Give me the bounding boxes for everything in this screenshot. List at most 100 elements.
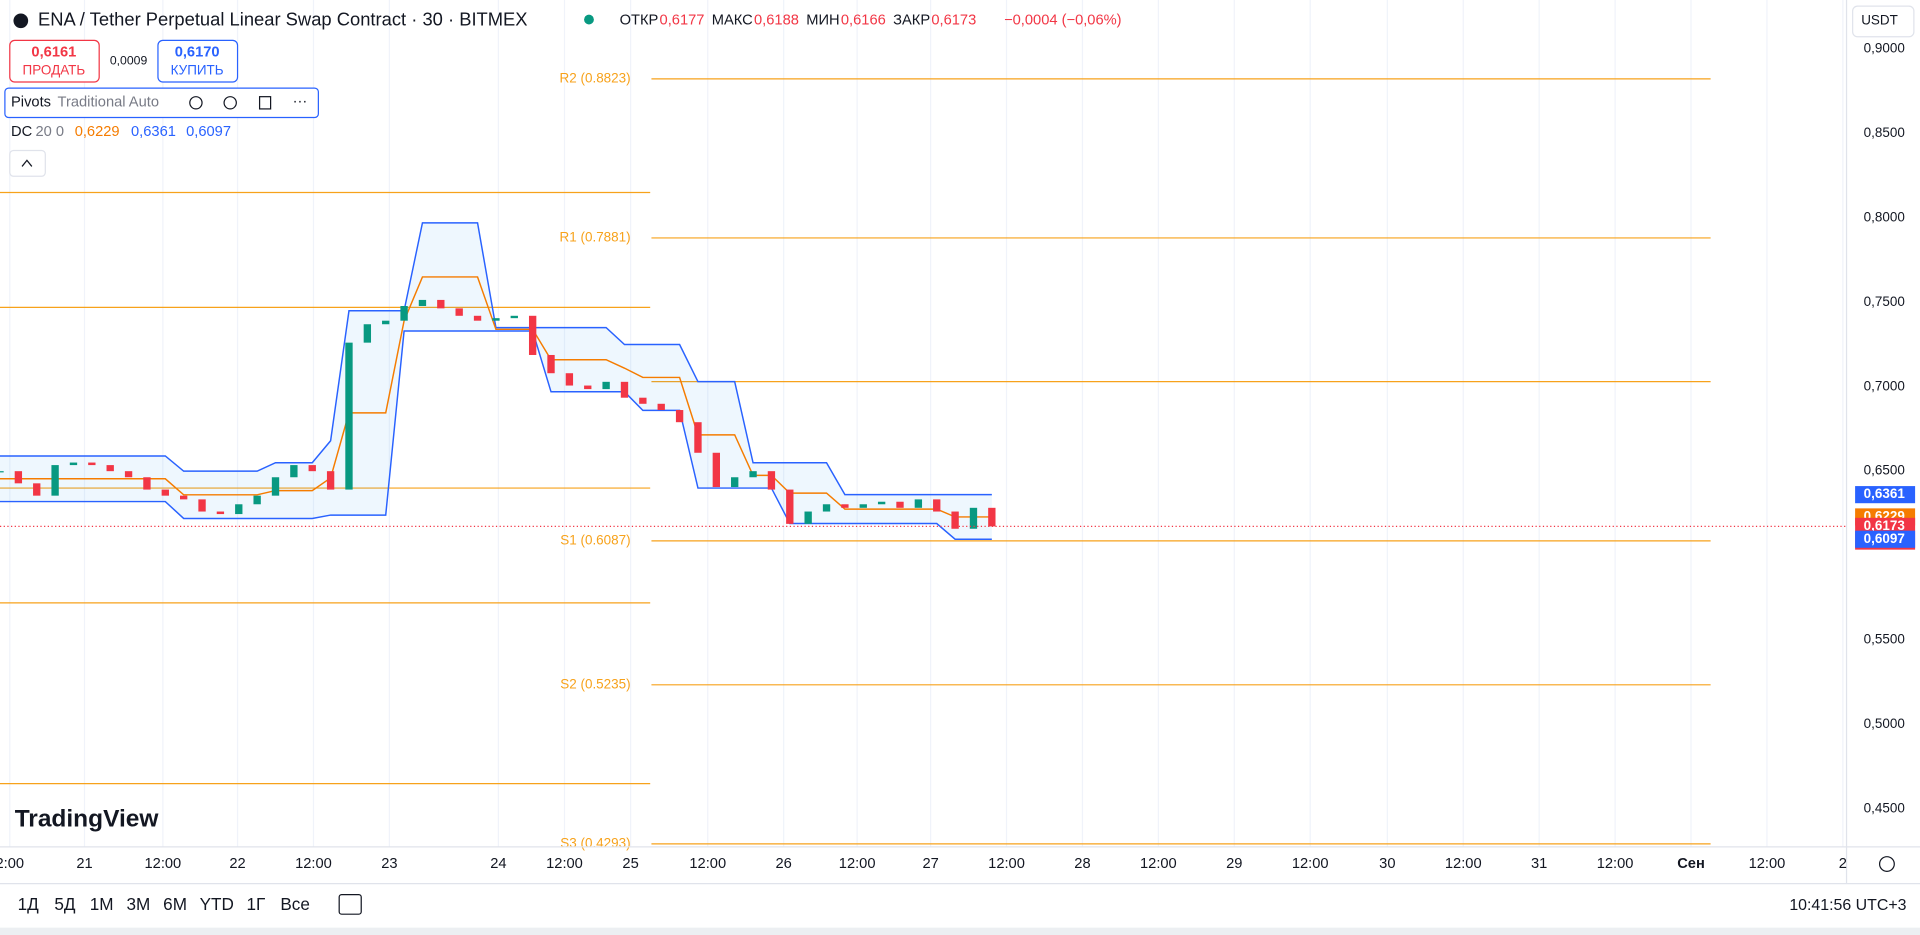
buy-label: КУПИТЬ <box>171 63 224 78</box>
candle <box>290 465 298 478</box>
y-tick-label: 0,8000 <box>1864 209 1905 224</box>
x-tick-label: 2 <box>1839 856 1847 872</box>
sell-label: ПРОДАТЬ <box>23 63 86 78</box>
candle <box>216 511 225 515</box>
x-tick-label: 23 <box>381 856 397 872</box>
price-label: 0,6173 <box>1864 518 1905 533</box>
pivots-legend[interactable] <box>4 87 319 119</box>
candle <box>988 507 996 527</box>
y-tick-label: 0,8500 <box>1864 125 1905 140</box>
buy-button[interactable] <box>157 39 239 83</box>
x-tick-label: 27 <box>922 856 938 872</box>
ohlc-label: ЗАКР <box>893 13 930 29</box>
candle <box>143 477 151 490</box>
pivot-label: R1 (0.7881) <box>560 230 631 245</box>
range-button[interactable]: 6М <box>163 894 187 914</box>
eye-icon[interactable] <box>189 96 203 110</box>
candle <box>510 315 518 319</box>
candle <box>859 504 867 508</box>
buy-price: 0,6170 <box>175 45 220 61</box>
x-tick-label: 28 <box>1074 856 1090 872</box>
candle <box>14 471 23 484</box>
more-icon[interactable]: ··· <box>293 93 308 109</box>
candle <box>382 320 390 325</box>
range-button[interactable]: 1Д <box>18 894 40 914</box>
ohlc-value: 0,6166 <box>841 13 886 29</box>
axis-settings[interactable] <box>1878 856 1895 872</box>
range-button[interactable]: 1М <box>90 894 114 914</box>
channel-fill <box>0 222 992 540</box>
candle <box>841 504 849 508</box>
x-tick-label: 12:00 <box>1749 856 1786 872</box>
candle <box>253 495 261 505</box>
candle <box>418 299 427 306</box>
settings-icon[interactable] <box>223 96 237 110</box>
y-tick-label: 0,9000 <box>1864 41 1905 56</box>
x-tick-label: 12:00 <box>546 856 583 872</box>
candle <box>0 471 4 473</box>
pivots-name: Pivots <box>11 95 51 111</box>
ohlc-label: ОТКР <box>620 13 659 29</box>
x-tick-label: 21 <box>76 856 92 872</box>
ohlc-label: МАКС <box>712 13 753 29</box>
candle <box>712 452 720 488</box>
pivot-label: S3 (0.4293) <box>560 835 630 850</box>
candle <box>308 465 316 472</box>
y-tick-label: 0,4500 <box>1864 801 1905 816</box>
candle <box>584 385 592 390</box>
candle <box>198 499 206 512</box>
y-tick-label: 0,7500 <box>1864 294 1905 309</box>
candle <box>363 324 372 343</box>
x-tick-label: 12:00 <box>144 856 181 872</box>
candle <box>271 477 280 496</box>
x-tick-label: 12:00 <box>1445 856 1482 872</box>
x-tick-label: 31 <box>1531 856 1547 872</box>
x-tick-label: 12:00 <box>988 856 1025 872</box>
delete-icon[interactable] <box>258 96 272 110</box>
x-tick-label: 25 <box>622 856 638 872</box>
candle <box>896 501 904 508</box>
candle <box>657 403 665 411</box>
x-tick-label: 12:00 <box>1597 856 1634 872</box>
x-tick-label: 12:00 <box>1292 856 1329 872</box>
range-button[interactable]: 3М <box>126 894 150 914</box>
candle <box>547 354 555 374</box>
x-tick-label: 2:00 <box>0 856 24 872</box>
date-range-icon[interactable] <box>338 894 362 915</box>
sell-price: 0,6161 <box>31 45 76 61</box>
candle <box>161 489 169 496</box>
candle <box>804 511 812 524</box>
dc-lower: 0,6097 <box>186 124 231 140</box>
collapse-button[interactable] <box>9 149 46 177</box>
candle <box>51 465 59 496</box>
currency-button[interactable] <box>1852 5 1915 38</box>
pivots-params: Traditional Auto <box>58 95 159 111</box>
candle <box>473 315 482 321</box>
ohlc-value: 0,6173 <box>931 13 976 29</box>
scrollbar <box>0 927 1920 935</box>
range-button[interactable]: Все <box>280 894 310 914</box>
range-button[interactable]: 5Д <box>54 894 76 914</box>
currency: USDT <box>1861 12 1898 27</box>
candle <box>528 315 537 355</box>
range-button[interactable]: 1Г <box>247 894 266 914</box>
price-label: 0,6097 <box>1864 531 1905 546</box>
candle <box>620 381 629 398</box>
brand: TradingView <box>15 805 160 832</box>
symbol-title: ENA / Tether Perpetual Linear Swap Contr… <box>38 9 528 30</box>
candle <box>69 462 78 466</box>
range-button[interactable]: YTD <box>200 894 234 914</box>
candle <box>106 465 114 472</box>
candle <box>400 305 408 321</box>
x-tick-label: 12:00 <box>295 856 332 872</box>
dc-params: 20 0 <box>36 124 65 140</box>
candle <box>437 299 445 309</box>
x-tick-label: 26 <box>776 856 792 872</box>
x-tick-label: 12:00 <box>1140 856 1177 872</box>
x-tick-label: 12:00 <box>839 856 876 872</box>
sell-button[interactable] <box>9 39 100 83</box>
channel-lower <box>0 330 992 540</box>
dc-upper: 0,6361 <box>131 124 176 140</box>
candle <box>933 499 941 512</box>
